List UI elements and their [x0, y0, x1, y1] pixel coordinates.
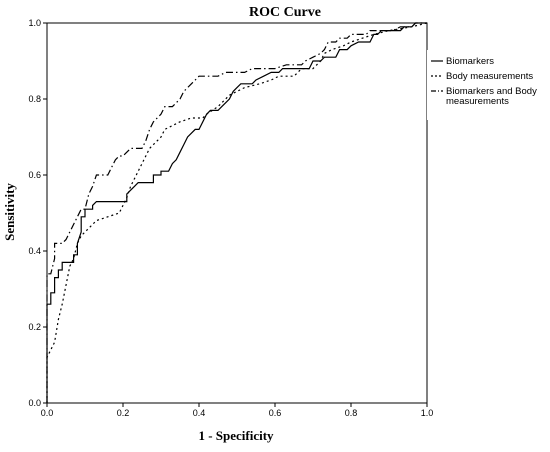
y-axis-title: Sensitivity: [2, 183, 17, 241]
series-line-body-measurements: [46, 22, 428, 403]
x-tick-label: 0.4: [193, 408, 206, 418]
series-layer: [46, 22, 428, 403]
y-tick-label: 0.8: [28, 94, 41, 104]
y-tick-label: 1.0: [28, 18, 41, 28]
x-tick-label: 0.0: [41, 408, 54, 418]
legend-label: Body measurements: [446, 71, 533, 82]
x-axis-ticks: 0.0 0.2 0.4 0.6 0.8 1.0: [41, 403, 434, 418]
legend-label: Biomarkers and Body measurements: [446, 86, 537, 107]
plot-area: [46, 22, 428, 404]
series-line-biomarkers-and-body-measurements: [46, 22, 427, 403]
x-axis-title: 1 - Specificity: [198, 428, 274, 443]
legend-label: Biomarkers: [446, 56, 494, 67]
legend-box: [427, 50, 548, 120]
y-tick-label: 0.6: [28, 170, 41, 180]
x-tick-label: 0.6: [269, 408, 282, 418]
x-tick-label: 0.8: [345, 408, 358, 418]
plot-frame: [46, 22, 428, 404]
x-tick-label: 0.2: [117, 408, 130, 418]
y-tick-label: 0.0: [28, 398, 41, 408]
chart-title: ROC Curve: [249, 5, 321, 20]
y-tick-label: 0.4: [28, 246, 41, 256]
y-axis-ticks: 0.0 0.2 0.4 0.6 0.8 1.0: [28, 18, 47, 408]
series-line-biomarkers: [46, 22, 427, 403]
y-tick-label: 0.2: [28, 322, 41, 332]
legend: Biomarkers Body measurements Biomarkers an…: [427, 50, 548, 120]
x-tick-label: 1.0: [421, 408, 434, 418]
